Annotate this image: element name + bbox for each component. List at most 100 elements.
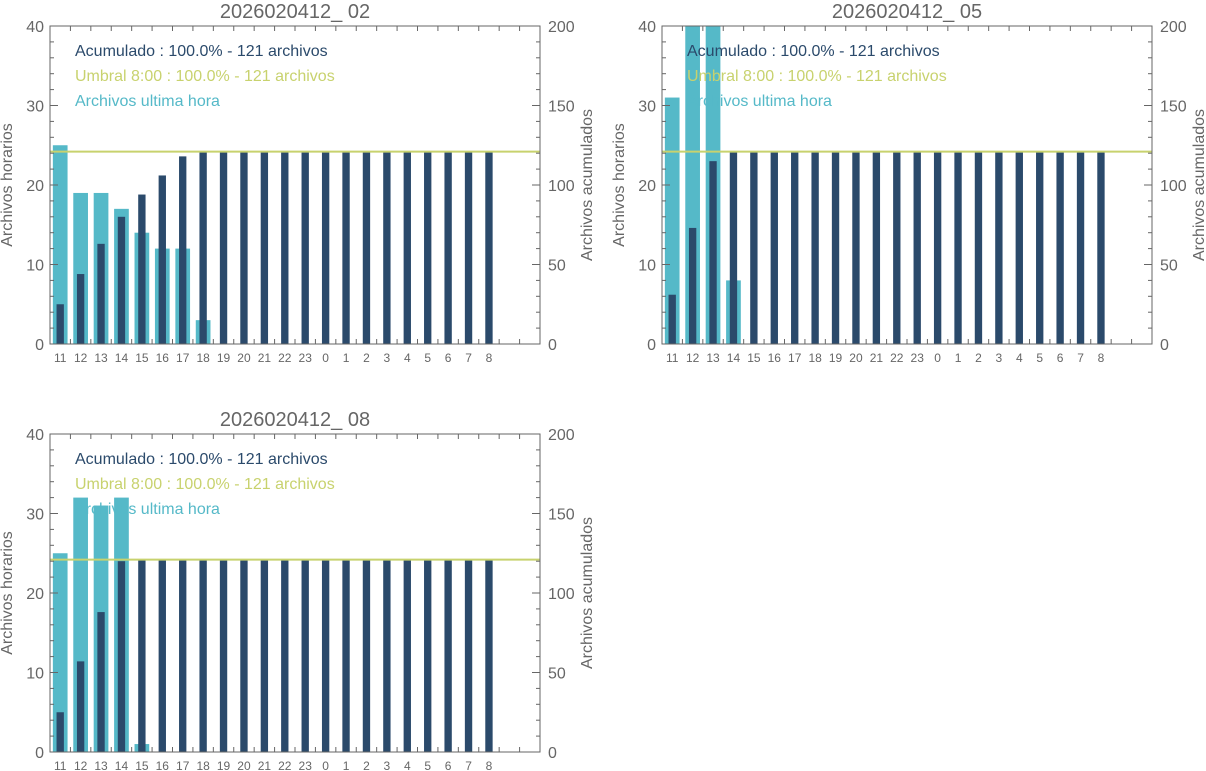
x-tick-label: 11: [666, 351, 679, 365]
y-tick-label-right: 0: [1160, 337, 1169, 354]
cumulative-bar: [362, 151, 371, 344]
x-tick-label: 19: [217, 759, 231, 771]
x-tick-label: 6: [445, 351, 452, 365]
y-tick-label-right: 200: [548, 427, 575, 444]
cumulative-bar: [281, 559, 289, 752]
y-tick-label-left: 0: [35, 745, 44, 762]
x-tick-label: 11: [54, 351, 67, 365]
cumulative-bar: [240, 559, 248, 752]
x-tick-label: 7: [465, 759, 472, 771]
y-tick-label-left: 40: [26, 19, 44, 36]
cumulative-bar: [260, 559, 269, 752]
cumulative-bar: [76, 274, 85, 344]
y-axis-label-left: Archivos horarios: [611, 123, 628, 247]
cumulative-bar: [688, 227, 697, 344]
cumulative-bar: [668, 294, 676, 344]
cumulative-bar: [464, 151, 473, 344]
y-tick-label-left: 40: [638, 19, 656, 36]
y-tick-label-right: 150: [548, 507, 575, 524]
cumulative-bar: [219, 151, 228, 344]
legend-threshold: Umbral 8:00 : 100.0% - 121 archivos: [687, 68, 947, 85]
y-tick-label-left: 30: [638, 99, 656, 116]
cumulative-bar: [158, 559, 166, 752]
cumulative-bar: [424, 559, 432, 752]
cumulative-bar: [97, 243, 105, 344]
x-tick-label: 13: [706, 351, 720, 365]
y-axis-label-left: Archivos horarios: [0, 123, 16, 247]
x-tick-label: 3: [996, 351, 1003, 365]
x-tick-label: 12: [74, 351, 88, 365]
x-tick-label: 17: [788, 351, 802, 365]
cumulative-bar: [179, 559, 187, 752]
x-tick-label: 15: [135, 351, 149, 365]
x-tick-label: 5: [424, 351, 431, 365]
cumulative-bar: [240, 151, 248, 344]
y-tick-label-right: 100: [1160, 178, 1187, 195]
x-tick-label: 12: [686, 351, 700, 365]
x-tick-label: 8: [486, 759, 493, 771]
x-tick-label: 1: [955, 351, 962, 365]
x-tick-label: 19: [829, 351, 843, 365]
hourly-bar: [664, 97, 680, 344]
legend-cumulative: Acumulado : 100.0% - 121 archivos: [75, 43, 328, 60]
cumulative-bar: [791, 151, 799, 344]
cumulative-bar: [97, 612, 105, 752]
y-tick-label-left: 30: [26, 99, 44, 116]
cumulative-bar: [138, 194, 146, 344]
x-tick-label: 11: [54, 759, 67, 771]
cumulative-bar: [485, 151, 493, 344]
x-tick-label: 23: [911, 351, 925, 365]
cumulative-bar: [403, 559, 411, 752]
x-tick-label: 15: [135, 759, 149, 771]
cumulative-bar: [464, 559, 473, 752]
x-tick-label: 2: [363, 351, 370, 365]
x-tick-label: 14: [115, 351, 129, 365]
legend-cumulative: Acumulado : 100.0% - 121 archivos: [75, 451, 328, 468]
y-tick-label-left: 0: [35, 337, 44, 354]
legend-hourly: Archivos ultima hora: [75, 501, 220, 518]
y-tick-label-left: 0: [647, 337, 656, 354]
x-tick-label: 8: [486, 351, 493, 365]
cumulative-bar: [811, 151, 819, 344]
x-tick-label: 15: [747, 351, 761, 365]
legend-hourly: Archivos ultima hora: [687, 93, 832, 110]
cumulative-bar: [383, 151, 391, 344]
y-tick-label-left: 20: [26, 178, 44, 195]
y-tick-label-right: 0: [548, 337, 557, 354]
y-tick-label-right: 0: [548, 745, 557, 762]
x-tick-label: 19: [217, 351, 231, 365]
cumulative-bar: [974, 151, 983, 344]
x-tick-label: 5: [424, 759, 431, 771]
cumulative-bar: [56, 712, 64, 752]
y-tick-label-right: 200: [1160, 19, 1187, 36]
x-tick-label: 2: [975, 351, 982, 365]
cumulative-bar: [403, 151, 411, 344]
cumulative-bar: [444, 151, 452, 344]
x-tick-label: 20: [237, 351, 251, 365]
x-tick-label: 1: [343, 351, 350, 365]
x-tick-label: 4: [1016, 351, 1023, 365]
cumulative-bar: [872, 151, 881, 344]
x-tick-label: 17: [176, 759, 190, 771]
y-tick-label-right: 50: [548, 258, 566, 275]
y-tick-label-right: 50: [1160, 258, 1178, 275]
x-tick-label: 18: [808, 351, 822, 365]
cumulative-bar: [954, 151, 962, 344]
cumulative-bar: [260, 151, 269, 344]
cumulative-bar: [444, 559, 452, 752]
x-tick-label: 22: [890, 351, 904, 365]
legend-threshold: Umbral 8:00 : 100.0% - 121 archivos: [75, 68, 335, 85]
legend-threshold: Umbral 8:00 : 100.0% - 121 archivos: [75, 476, 335, 493]
x-tick-label: 20: [237, 759, 251, 771]
y-tick-label-right: 100: [548, 586, 575, 603]
y-tick-label-right: 200: [548, 19, 575, 36]
cumulative-bar: [995, 151, 1003, 344]
x-tick-label: 16: [156, 351, 170, 365]
x-tick-label: 4: [404, 759, 411, 771]
y-tick-label-left: 30: [26, 507, 44, 524]
x-tick-label: 7: [465, 351, 472, 365]
cumulative-bar: [831, 151, 840, 344]
cumulative-bar: [281, 151, 289, 344]
x-tick-label: 1: [343, 759, 350, 771]
